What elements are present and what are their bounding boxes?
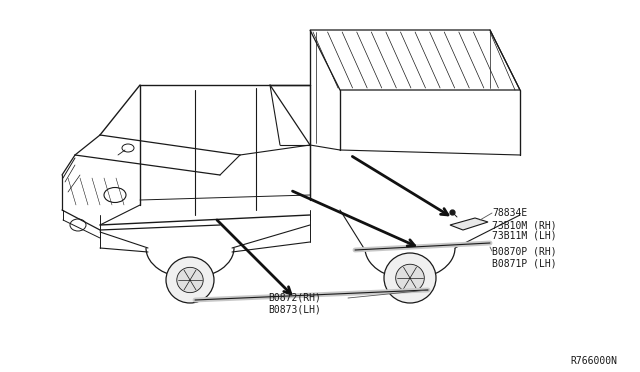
Text: B0872(RH): B0872(RH) bbox=[268, 293, 321, 303]
Ellipse shape bbox=[396, 264, 424, 292]
Ellipse shape bbox=[166, 257, 214, 303]
Polygon shape bbox=[450, 218, 488, 230]
Ellipse shape bbox=[384, 253, 436, 303]
Text: 73B10M (RH): 73B10M (RH) bbox=[492, 220, 557, 230]
Text: 73B11M (LH): 73B11M (LH) bbox=[492, 230, 557, 240]
Text: R766000N: R766000N bbox=[570, 356, 617, 366]
Text: B0871P (LH): B0871P (LH) bbox=[492, 258, 557, 268]
Text: 78834E: 78834E bbox=[492, 208, 527, 218]
Ellipse shape bbox=[177, 267, 204, 293]
Text: B0870P (RH): B0870P (RH) bbox=[492, 246, 557, 256]
Text: B0873(LH): B0873(LH) bbox=[268, 305, 321, 315]
